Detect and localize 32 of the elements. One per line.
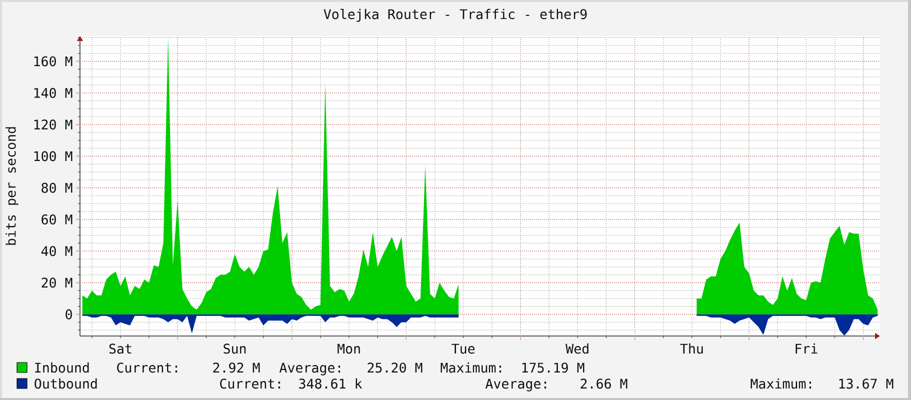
text: 175.19 M xyxy=(522,362,584,373)
y-tick-label: 160 M xyxy=(34,56,72,66)
y-tick-label: 0 xyxy=(66,309,72,320)
y-tick-label: 60 M xyxy=(42,214,72,224)
y-axis-title: bits per second xyxy=(6,127,18,245)
y-tick-label: 100 M xyxy=(34,151,72,162)
text: 2.66 M xyxy=(580,378,628,389)
y-tick-label: 80 M xyxy=(42,182,72,193)
legend-label: Outbound xyxy=(34,378,97,389)
text: 348.61 k xyxy=(299,378,362,389)
chart-title: Volejka Router - Traffic - ether9 xyxy=(324,8,587,22)
y-tick-label: 140 M xyxy=(34,88,72,98)
text: Average: xyxy=(279,362,340,376)
text: Current: xyxy=(117,362,178,373)
x-tick-label: Tue xyxy=(452,344,475,354)
x-tick-label: Thu xyxy=(680,343,703,354)
text: Maximum: xyxy=(750,378,812,389)
text: 2.92 M xyxy=(213,362,260,373)
text: 25.20 M xyxy=(368,362,422,373)
x-tick-label: Sun xyxy=(224,344,246,354)
legend-label: Inbound xyxy=(35,362,89,373)
y-tick-label: 20 M xyxy=(42,278,72,288)
text: 13.67 M xyxy=(839,378,894,389)
x-tick-label: Sat xyxy=(109,344,132,354)
text: Average: xyxy=(485,378,546,392)
text: Current: xyxy=(220,378,280,389)
x-tick-label: Mon xyxy=(338,344,360,354)
x-tick-label: Fri xyxy=(796,343,818,354)
text: Maximum: xyxy=(440,362,502,373)
y-tick-label: 40 M xyxy=(41,246,72,256)
x-tick-label: Wed xyxy=(566,343,588,354)
y-tick-label: 120 M xyxy=(34,120,72,130)
